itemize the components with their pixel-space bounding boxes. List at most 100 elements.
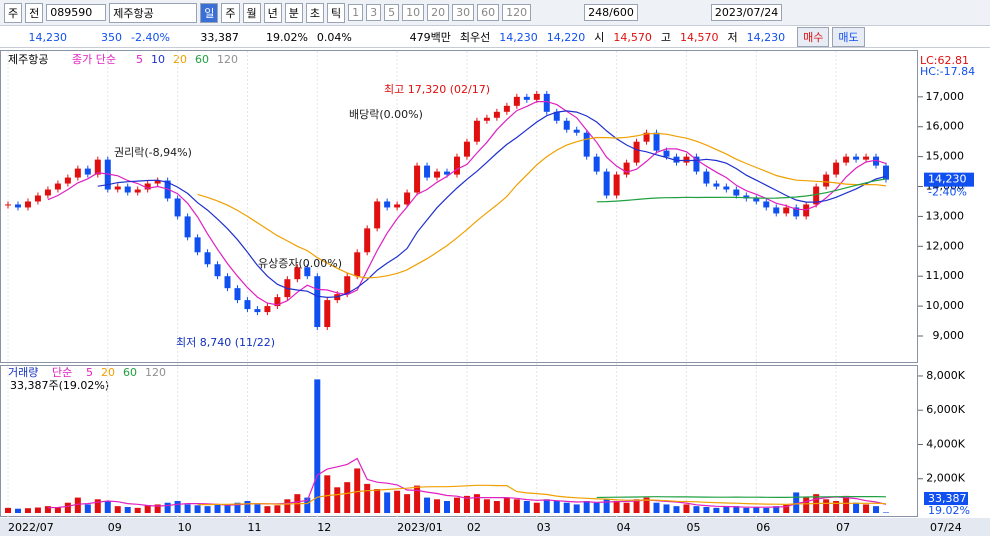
last-vol-box xyxy=(924,492,968,505)
volume-bar xyxy=(863,504,870,513)
ma-line xyxy=(197,132,887,279)
candle xyxy=(813,186,820,205)
interval[interactable]: 5 xyxy=(384,4,400,21)
ma-line xyxy=(47,100,887,306)
volume-bar xyxy=(334,487,341,513)
turnover: 19.02% xyxy=(265,30,308,44)
field[interactable]: 전 xyxy=(25,2,44,23)
annotation: 유상증자(0.00%) xyxy=(258,257,342,270)
candle xyxy=(294,267,301,280)
ma-legend: 5 xyxy=(136,53,143,66)
candle xyxy=(274,297,281,307)
volume-bar xyxy=(793,492,800,513)
volume-bar xyxy=(104,501,111,513)
candle xyxy=(493,111,500,118)
period[interactable]: 분 xyxy=(284,2,303,23)
candle xyxy=(583,132,590,157)
ma-legend: 20 xyxy=(173,53,187,66)
volume-bar xyxy=(853,502,860,513)
y-tick-label: 2,000K xyxy=(926,472,965,485)
candle xyxy=(314,276,321,328)
interval[interactable]: 30 xyxy=(452,4,475,21)
y-tick-label: 4,000K xyxy=(926,437,965,450)
period[interactable]: 일 xyxy=(200,2,219,23)
volume-bar xyxy=(34,507,41,513)
candle xyxy=(14,204,21,208)
period[interactable]: 월 xyxy=(242,2,261,23)
rate: -2.40% xyxy=(131,30,170,44)
interval[interactable]: 1 xyxy=(348,4,364,21)
toolbar: 주 전 089590 제주항공 일 주 월 년 분 초 틱 1 3 5 10 2… xyxy=(0,0,990,26)
candle xyxy=(254,309,261,313)
volume-title: 거래량 xyxy=(8,366,38,379)
volume-bar xyxy=(54,507,61,513)
volume-summary: 33,387주(19.02%) xyxy=(10,379,109,392)
volume-bar xyxy=(603,499,610,513)
candle xyxy=(174,198,181,217)
volume-bar xyxy=(533,502,540,513)
volume-bar xyxy=(653,502,660,513)
candle xyxy=(693,156,700,172)
volume-bar xyxy=(84,504,91,513)
name[interactable]: 제주항공 xyxy=(109,2,198,23)
volume-bar xyxy=(503,497,510,513)
x-tick-label: 05 xyxy=(686,521,700,534)
vol-ma-line xyxy=(596,496,887,499)
candle xyxy=(384,201,391,208)
period[interactable]: 틱 xyxy=(327,2,346,23)
period[interactable]: 초 xyxy=(305,2,324,23)
candle xyxy=(434,171,441,178)
low: 14,230 xyxy=(746,30,786,44)
candle xyxy=(284,279,291,298)
volume-bar xyxy=(74,497,81,513)
volume-bar xyxy=(733,506,740,513)
period[interactable]: 주 xyxy=(221,2,240,23)
buy-button[interactable]: 매수 xyxy=(797,27,830,47)
y-tick-label: 15,000 xyxy=(926,150,965,163)
candle xyxy=(753,198,760,202)
annotation: 배당락(0.00%) xyxy=(349,108,423,121)
x-tick-label: 06 xyxy=(756,521,770,534)
volume-bar xyxy=(434,499,441,513)
volume-bar xyxy=(194,505,201,513)
date[interactable]: 2023/07/24 xyxy=(710,4,783,21)
label: 최우선 xyxy=(459,31,491,44)
lc-label: LC:62.81 xyxy=(920,54,969,67)
volume-bar xyxy=(404,494,411,513)
interval[interactable]: 3 xyxy=(366,4,382,21)
count[interactable]: 248/600 xyxy=(584,4,638,21)
background xyxy=(0,50,990,536)
candle xyxy=(54,183,61,190)
volume-bar xyxy=(424,497,431,513)
candle xyxy=(863,156,870,160)
candle xyxy=(24,201,31,208)
volume-bar xyxy=(294,494,301,513)
candle xyxy=(713,183,720,187)
interval[interactable]: 10 xyxy=(402,4,425,21)
candle xyxy=(743,195,750,199)
interval[interactable]: 120 xyxy=(502,4,532,21)
sell-button[interactable]: 매도 xyxy=(832,27,865,47)
candle xyxy=(803,204,810,217)
annotation: 최저 8,740 (11/22) xyxy=(176,336,275,349)
volume-bar xyxy=(214,504,221,513)
candle xyxy=(643,132,650,142)
candle xyxy=(144,183,151,190)
candle xyxy=(94,159,101,175)
interval[interactable]: 20 xyxy=(427,4,450,21)
volume-bar xyxy=(344,482,351,513)
volume-bar xyxy=(703,507,710,513)
interval[interactable]: 60 xyxy=(477,4,500,21)
volume-bar xyxy=(453,497,460,513)
volume-bar xyxy=(264,506,271,513)
volume-bar xyxy=(174,501,181,513)
volume-bar xyxy=(583,501,590,513)
field[interactable]: 주 xyxy=(4,2,23,23)
candle xyxy=(833,162,840,175)
code[interactable]: 089590 xyxy=(46,4,107,21)
volume-bar xyxy=(134,507,141,513)
ma-line xyxy=(97,110,887,299)
volume-bar xyxy=(124,507,131,513)
period[interactable]: 년 xyxy=(263,2,282,23)
